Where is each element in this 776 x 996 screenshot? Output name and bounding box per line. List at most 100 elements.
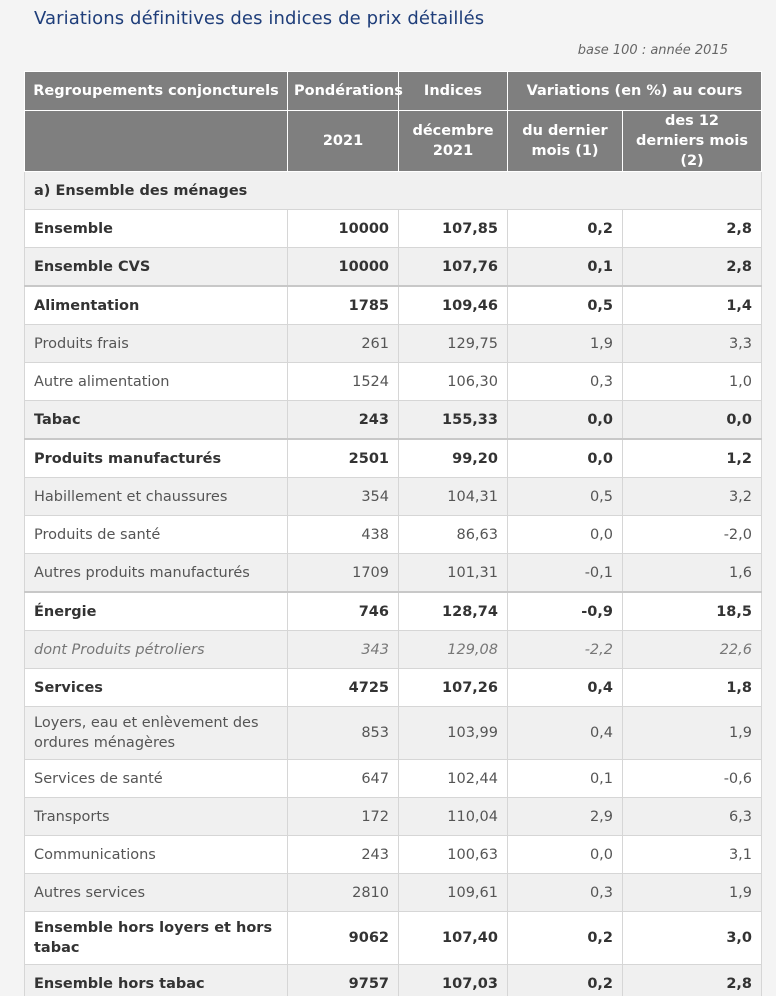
- row-var-12m: 2,8: [622, 209, 762, 248]
- row-index: 109,46: [398, 285, 508, 325]
- table-row: Transports 172 110,04 2,9 6,3: [24, 797, 762, 836]
- header-indices: Indices: [398, 71, 508, 111]
- base-note: base 100 : année 2015: [577, 43, 728, 58]
- row-var-month: 0,4: [507, 668, 623, 707]
- table-row: Habillement et chaussures 354 104,31 0,5…: [24, 477, 762, 516]
- table-row: Ensemble hors loyers et hors tabac 9062 …: [24, 911, 762, 965]
- row-var-month: 0,0: [507, 438, 623, 478]
- row-var-12m: 6,3: [622, 797, 762, 836]
- row-var-month: 0,2: [507, 911, 623, 965]
- row-label: Ensemble hors loyers et hors tabac: [24, 911, 288, 965]
- row-var-12m: 1,2: [622, 438, 762, 478]
- row-index: 128,74: [398, 591, 508, 631]
- table-row: Ensemble 10000 107,85 0,2 2,8: [24, 209, 762, 248]
- row-var-month: 0,2: [507, 209, 623, 248]
- row-weight: 438: [287, 515, 399, 554]
- row-var-12m: 1,4: [622, 285, 762, 325]
- row-index: 107,85: [398, 209, 508, 248]
- row-var-month: 0,3: [507, 362, 623, 401]
- row-index: 104,31: [398, 477, 508, 516]
- row-index: 102,44: [398, 759, 508, 798]
- row-var-12m: 3,1: [622, 835, 762, 874]
- row-weight: 9062: [287, 911, 399, 965]
- row-label: Ensemble CVS: [24, 247, 288, 287]
- table-row: Autres services 2810 109,61 0,3 1,9: [24, 873, 762, 912]
- row-index: 129,75: [398, 324, 508, 363]
- row-var-month: 0,2: [507, 964, 623, 996]
- row-index: 99,20: [398, 438, 508, 478]
- table-row: Autres produits manufacturés 1709 101,31…: [24, 553, 762, 593]
- row-var-month: 0,5: [507, 477, 623, 516]
- row-var-12m: 1,9: [622, 873, 762, 912]
- header-last-month: du dernier mois (1): [507, 110, 623, 172]
- row-weight: 354: [287, 477, 399, 516]
- row-label: Ensemble: [24, 209, 288, 248]
- table-row: Tabac 243 155,33 0,0 0,0: [24, 400, 762, 440]
- row-weight: 746: [287, 591, 399, 631]
- row-weight: 647: [287, 759, 399, 798]
- row-weight: 4725: [287, 668, 399, 707]
- row-weight: 10000: [287, 247, 399, 287]
- row-weight: 853: [287, 706, 399, 760]
- row-weight: 2810: [287, 873, 399, 912]
- row-var-month: 0,0: [507, 835, 623, 874]
- row-var-12m: 18,5: [622, 591, 762, 631]
- table-row: Produits manufacturés 2501 99,20 0,0 1,2: [24, 438, 762, 478]
- row-index: 101,31: [398, 553, 508, 593]
- row-label: Produits frais: [24, 324, 288, 363]
- row-var-month: 0,1: [507, 759, 623, 798]
- row-index: 109,61: [398, 873, 508, 912]
- row-index: 106,30: [398, 362, 508, 401]
- header-empty: [24, 110, 288, 172]
- row-index: 129,08: [398, 630, 508, 669]
- row-index: 86,63: [398, 515, 508, 554]
- header-weights: Pondérations: [287, 71, 403, 111]
- row-weight: 9757: [287, 964, 399, 996]
- row-label: Services de santé: [24, 759, 288, 798]
- header-groupings: Regroupements conjoncturels: [24, 71, 288, 111]
- row-var-month: 2,9: [507, 797, 623, 836]
- row-var-12m: 3,2: [622, 477, 762, 516]
- row-var-month: 1,9: [507, 324, 623, 363]
- row-var-12m: 0,0: [622, 400, 762, 440]
- table-row: Loyers, eau et enlèvement des ordures mé…: [24, 706, 762, 760]
- row-label: Autres produits manufacturés: [24, 553, 288, 593]
- header-year: 2021: [287, 110, 399, 172]
- row-label: Alimentation: [24, 285, 288, 325]
- row-var-month: 0,0: [507, 400, 623, 440]
- row-weight: 10000: [287, 209, 399, 248]
- row-label: Services: [24, 668, 288, 707]
- row-weight: 1709: [287, 553, 399, 593]
- row-var-12m: 3,3: [622, 324, 762, 363]
- row-weight: 1524: [287, 362, 399, 401]
- row-label: Habillement et chaussures: [24, 477, 288, 516]
- row-var-12m: -2,0: [622, 515, 762, 554]
- row-var-12m: 2,8: [622, 964, 762, 996]
- row-var-12m: 1,9: [622, 706, 762, 760]
- table-row: Ensemble hors tabac 9757 107,03 0,2 2,8: [24, 964, 762, 996]
- header-last-12-months: des 12 derniers mois (2): [622, 110, 762, 172]
- table-row: Communications 243 100,63 0,0 3,1: [24, 835, 762, 874]
- header-december: décembre 2021: [398, 110, 508, 172]
- section-title: a) Ensemble des ménages: [24, 171, 762, 210]
- price-index-table: Regroupements conjoncturels Pondérations…: [24, 71, 762, 996]
- row-weight: 1785: [287, 285, 399, 325]
- row-weight: 243: [287, 400, 399, 440]
- row-index: 107,26: [398, 668, 508, 707]
- row-label: Énergie: [24, 591, 288, 631]
- row-label: Autre alimentation: [24, 362, 288, 401]
- row-weight: 2501: [287, 438, 399, 478]
- table-row: dont Produits pétroliers 343 129,08 -2,2…: [24, 630, 762, 669]
- row-label: Ensemble hors tabac: [24, 964, 288, 996]
- table-row: Énergie 746 128,74 -0,9 18,5: [24, 591, 762, 631]
- table-row: Services 4725 107,26 0,4 1,8: [24, 668, 762, 707]
- row-weight: 343: [287, 630, 399, 669]
- row-label: Transports: [24, 797, 288, 836]
- row-index: 107,40: [398, 911, 508, 965]
- row-index: 103,99: [398, 706, 508, 760]
- row-var-month: 0,4: [507, 706, 623, 760]
- row-var-12m: 1,8: [622, 668, 762, 707]
- row-index: 155,33: [398, 400, 508, 440]
- row-var-12m: 1,6: [622, 553, 762, 593]
- row-var-12m: 22,6: [622, 630, 762, 669]
